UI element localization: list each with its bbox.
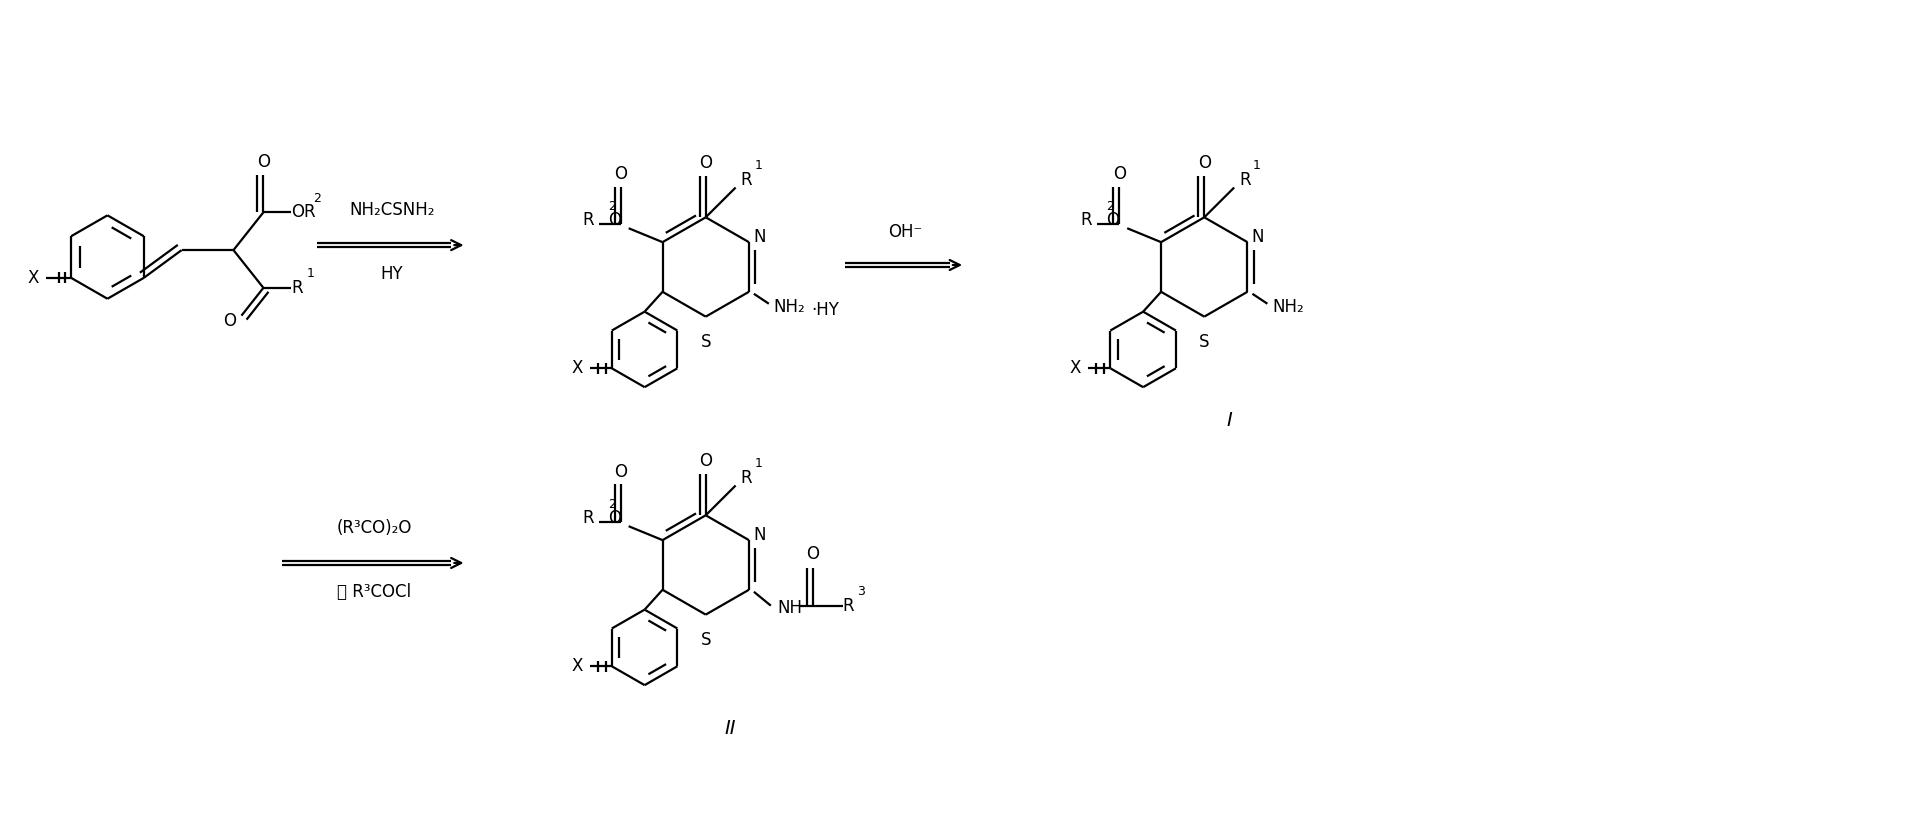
Text: 2: 2 — [312, 192, 322, 205]
Text: NH₂CSNH₂: NH₂CSNH₂ — [349, 201, 434, 219]
Text: R: R — [741, 171, 752, 189]
Text: O: O — [613, 165, 627, 182]
Text: OH⁻: OH⁻ — [888, 223, 922, 241]
Text: R: R — [842, 597, 853, 615]
Text: O: O — [1113, 165, 1126, 182]
Text: 或 R³COCl: 或 R³COCl — [337, 583, 411, 601]
Text: 2: 2 — [608, 498, 615, 511]
Text: S: S — [701, 333, 711, 351]
Text: I: I — [1227, 411, 1233, 430]
Text: 3: 3 — [857, 585, 865, 599]
Text: 1: 1 — [1253, 159, 1261, 172]
Text: HY: HY — [381, 265, 404, 283]
Text: R: R — [583, 509, 594, 527]
Text: X: X — [1071, 360, 1082, 378]
Text: X: X — [572, 360, 583, 378]
Text: O: O — [257, 153, 271, 171]
Text: O: O — [608, 509, 621, 527]
Text: O: O — [1107, 211, 1120, 229]
Text: NH: NH — [777, 599, 802, 617]
Text: OR: OR — [291, 204, 316, 222]
Text: O: O — [608, 211, 621, 229]
Text: N: N — [1252, 228, 1263, 246]
Text: R: R — [1238, 171, 1252, 189]
Text: X: X — [572, 658, 583, 675]
Text: (R³CO)₂O: (R³CO)₂O — [337, 519, 411, 537]
Text: NH₂: NH₂ — [1273, 298, 1305, 316]
Text: N: N — [752, 526, 766, 544]
Text: II: II — [726, 719, 737, 738]
Text: X: X — [29, 269, 38, 287]
Text: R: R — [741, 469, 752, 487]
Text: N: N — [752, 228, 766, 246]
Text: 1: 1 — [754, 457, 762, 470]
Text: O: O — [806, 545, 819, 563]
Text: O: O — [699, 452, 712, 470]
Text: 1: 1 — [307, 268, 314, 281]
Text: S: S — [1198, 333, 1210, 351]
Text: O: O — [613, 462, 627, 480]
Text: 2: 2 — [1107, 200, 1114, 213]
Text: 2: 2 — [608, 200, 615, 213]
Text: O: O — [1198, 154, 1212, 172]
Text: R: R — [583, 211, 594, 229]
Text: R: R — [291, 279, 303, 297]
Text: S: S — [701, 631, 711, 649]
Text: NH₂: NH₂ — [773, 298, 806, 316]
Text: O: O — [223, 312, 236, 329]
Text: 1: 1 — [754, 159, 762, 172]
Text: O: O — [699, 154, 712, 172]
Text: R: R — [1080, 211, 1092, 229]
Text: ·HY: ·HY — [812, 300, 840, 319]
